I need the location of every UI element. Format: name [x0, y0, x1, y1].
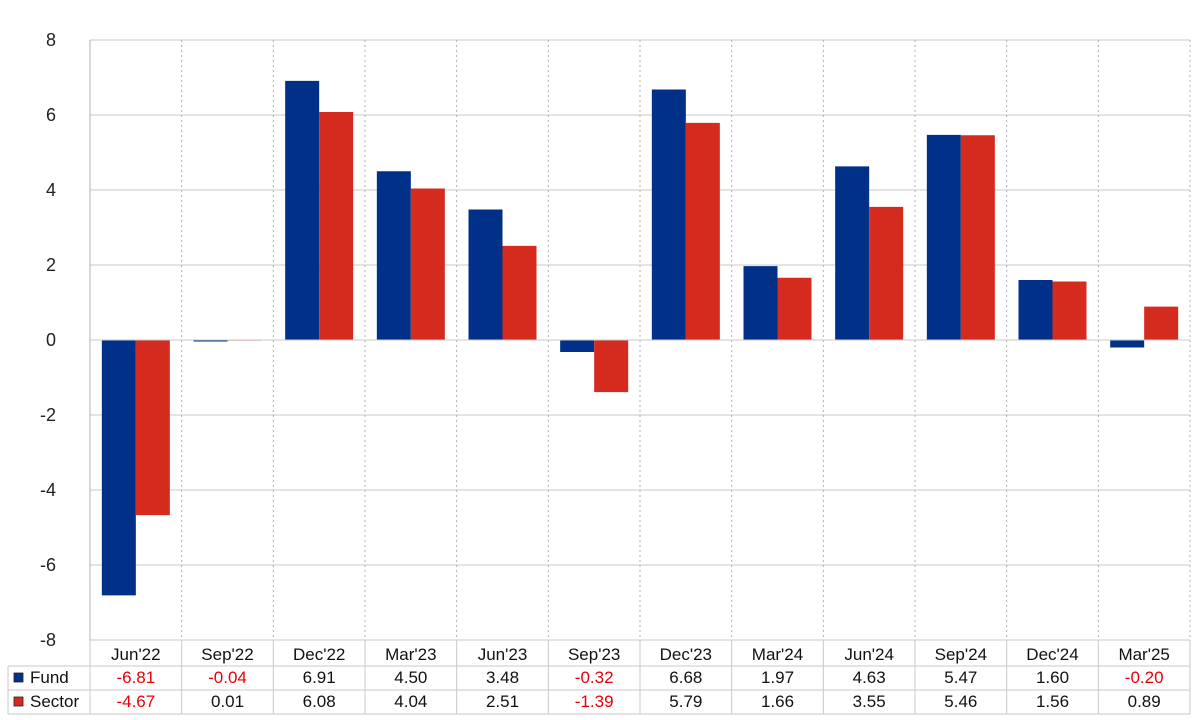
x-tick-label: Dec'22 — [293, 645, 345, 664]
data-label-fund: 1.60 — [1036, 668, 1069, 687]
data-label-sector: 4.04 — [394, 692, 427, 711]
y-tick-label: 0 — [46, 330, 56, 350]
bar-fund — [835, 166, 870, 340]
legend-label-sector: Sector — [30, 692, 79, 711]
x-tick-label: Jun'24 — [844, 645, 894, 664]
bar-fund — [1110, 340, 1145, 348]
x-tick-label: Sep'23 — [568, 645, 620, 664]
bar-fund — [468, 209, 503, 340]
y-tick-label: -2 — [40, 405, 56, 425]
bar-fund — [376, 171, 411, 340]
x-tick-label: Mar'23 — [385, 645, 436, 664]
x-tick-label: Mar'25 — [1118, 645, 1169, 664]
bar-sector — [319, 112, 354, 340]
x-tick-label: Sep'22 — [201, 645, 253, 664]
data-label-fund: 6.91 — [303, 668, 336, 687]
bar-sector — [502, 245, 537, 340]
y-tick-label: -8 — [40, 630, 56, 650]
legend-swatch-fund — [13, 672, 24, 683]
bar-fund — [285, 80, 320, 340]
data-label-sector: 0.01 — [211, 692, 244, 711]
y-tick-label: 6 — [46, 105, 56, 125]
bar-fund — [560, 340, 595, 352]
y-tick-label: 2 — [46, 255, 56, 275]
data-label-sector: 1.66 — [761, 692, 794, 711]
data-label-sector: 5.46 — [944, 692, 977, 711]
x-tick-label: Dec'24 — [1026, 645, 1078, 664]
y-tick-label: -6 — [40, 555, 56, 575]
bar-sector — [410, 188, 445, 340]
data-label-sector: 2.51 — [486, 692, 519, 711]
data-label-fund: 3.48 — [486, 668, 519, 687]
data-label-fund: 6.68 — [669, 668, 702, 687]
bar-fund — [101, 340, 136, 596]
legend-label-fund: Fund — [30, 668, 69, 687]
data-label-fund: -6.81 — [116, 668, 155, 687]
bar-fund — [193, 340, 228, 342]
bar-sector — [777, 277, 812, 340]
bar-sector — [1144, 306, 1179, 340]
data-label-fund: 1.97 — [761, 668, 794, 687]
y-tick-label: -4 — [40, 480, 56, 500]
x-tick-label: Mar'24 — [752, 645, 803, 664]
data-label-sector: 1.56 — [1036, 692, 1069, 711]
data-label-sector: 5.79 — [669, 692, 702, 711]
bar-fund — [926, 134, 961, 340]
bar-sector — [869, 206, 904, 340]
y-tick-label: 4 — [46, 180, 56, 200]
x-tick-label: Jun'22 — [111, 645, 161, 664]
legend-swatch-sector — [13, 696, 24, 707]
data-label-sector: 6.08 — [303, 692, 336, 711]
data-label-sector: -1.39 — [575, 692, 614, 711]
x-tick-label: Jun'23 — [478, 645, 528, 664]
data-label-sector: 3.55 — [853, 692, 886, 711]
y-tick-label: 8 — [46, 30, 56, 50]
data-label-fund: -0.32 — [575, 668, 614, 687]
bar-sector — [960, 135, 995, 340]
data-label-fund: 4.63 — [853, 668, 886, 687]
data-label-fund: 4.50 — [394, 668, 427, 687]
bar-sector — [594, 340, 629, 393]
bar-sector — [135, 340, 170, 516]
bar-sector — [1052, 281, 1087, 340]
bar-fund — [651, 89, 686, 340]
data-label-fund: -0.20 — [1125, 668, 1164, 687]
bar-fund — [1018, 280, 1053, 340]
data-label-fund: 5.47 — [944, 668, 977, 687]
x-tick-label: Sep'24 — [935, 645, 987, 664]
data-label-sector: 0.89 — [1128, 692, 1161, 711]
data-label-fund: -0.04 — [208, 668, 247, 687]
bar-sector — [685, 122, 720, 340]
bar-fund — [743, 266, 778, 340]
x-tick-label: Dec'23 — [660, 645, 712, 664]
data-label-sector: -4.67 — [116, 692, 155, 711]
